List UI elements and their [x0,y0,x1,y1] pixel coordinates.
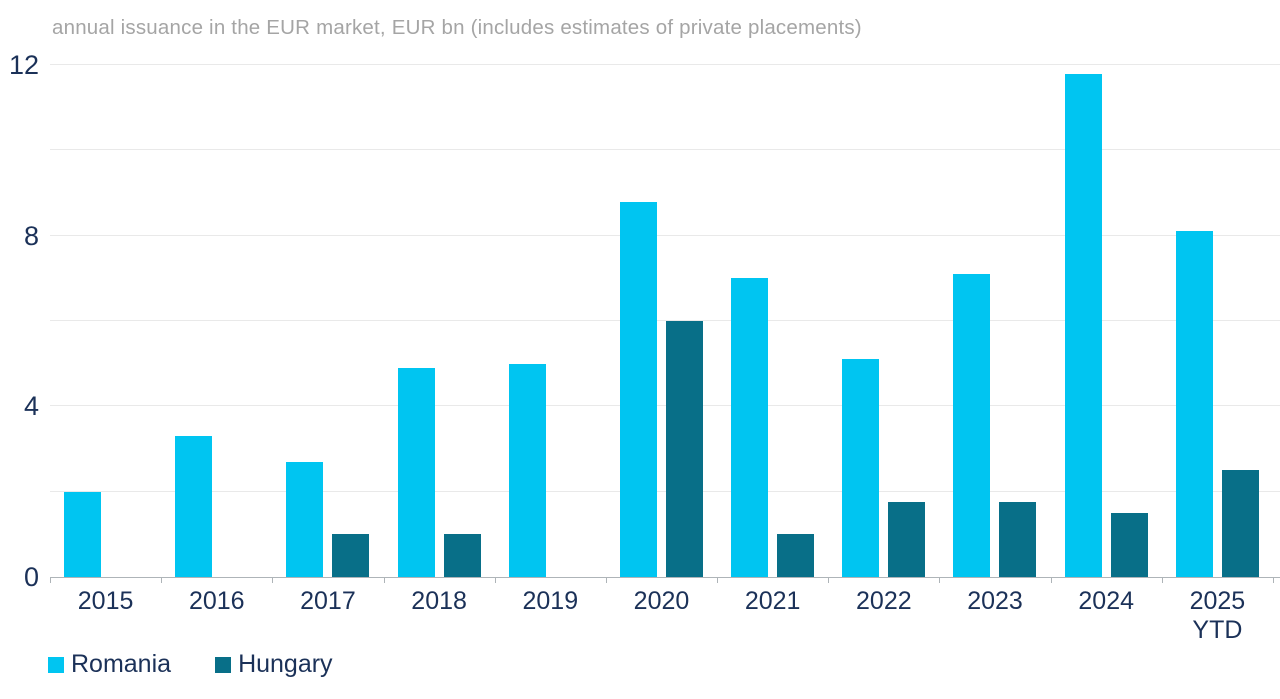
bar-group-2016 [161,65,272,577]
bar-romania-2023 [953,274,991,577]
y-axis-label-8: 8 [23,220,39,251]
bar-group-2017 [272,65,383,577]
romania-color-swatch-icon [48,656,64,673]
bar-romania-2024 [1064,74,1102,577]
bar-romania-2025 [1175,231,1213,577]
x-axis-tick [1273,577,1274,583]
bar-romania-2022 [842,359,880,577]
bar-hungary-2024 [1110,513,1148,577]
bar-group-2024 [1051,65,1162,577]
x-axis-tick [50,577,51,583]
bar-romania-2015 [64,492,101,577]
bar-group-2018 [384,65,495,577]
hungary-color-swatch-icon [215,656,232,673]
bar-romania-2017 [286,462,324,577]
bar-group-2019 [495,65,606,577]
x-axis-tick [161,577,163,583]
bar-romania-2018 [397,368,435,577]
chart-title: annual issuance in the EUR market, EUR b… [52,16,862,39]
y-axis-label-4: 4 [23,391,39,422]
x-axis-label-2023: 2023 [967,587,1023,615]
bar-hungary-2020 [665,321,703,577]
bar-hungary-2025 [1221,470,1259,577]
legend-item-hungary: Hungary [215,650,333,679]
x-axis-label-2015: 2015 [77,587,134,615]
gridline-4 [50,405,1280,407]
bar-group-2025 [1162,65,1273,577]
x-axis-tick [272,577,274,583]
bar-romania-2016 [175,436,213,577]
x-axis-tick [605,577,607,583]
x-axis-tick [1161,577,1163,583]
bar-hungary-2018 [443,534,481,577]
y-axis-label-12: 12 [8,50,39,80]
bar-group-2023 [939,65,1050,577]
x-axis-tick [828,577,830,583]
bar-group-2020 [606,65,717,577]
gridline-6 [50,320,1280,321]
x-axis-label-2022: 2022 [856,587,912,615]
bar-hungary-2021 [777,534,815,577]
bar-hungary-2017 [332,534,370,577]
gridline-8 [50,234,1280,236]
x-axis-tick [939,577,941,583]
x-axis-tick [717,577,719,583]
x-axis-label-2019: 2019 [522,587,579,615]
bar-hungary-2022 [888,502,926,577]
legend: Romania Hungary [48,650,333,679]
bar-romania-2021 [731,278,769,577]
bar-group-2021 [717,65,828,577]
gridline-2 [50,490,1280,492]
bar-romania-2019 [508,364,546,577]
plot-area [50,64,1280,583]
bar-group-2022 [828,65,939,577]
x-axis-tick [494,577,496,583]
x-axis-label-2016: 2016 [188,587,245,615]
legend-label-romania: Romania [71,650,172,678]
x-axis-label-2025: 2025 YTD [1189,587,1246,644]
x-axis-label-2018: 2018 [411,587,467,615]
bar-romania-2020 [619,202,657,577]
x-axis-line [50,577,1280,578]
x-axis-label-2020: 2020 [633,587,690,615]
bar-hungary-2023 [999,502,1037,577]
x-axis-tick [383,577,385,583]
gridline-10 [50,149,1280,151]
bar-group-2015 [50,65,161,577]
legend-item-romania: Romania [48,650,171,679]
x-axis-label-2024: 2024 [1078,587,1135,615]
x-axis-label-2017: 2017 [300,587,356,615]
x-axis-label-2021: 2021 [744,587,801,615]
legend-label-hungary: Hungary [238,650,333,678]
x-axis-tick [1050,577,1052,583]
gridline-12 [50,64,1280,65]
y-axis-label-0: 0 [23,562,39,592]
